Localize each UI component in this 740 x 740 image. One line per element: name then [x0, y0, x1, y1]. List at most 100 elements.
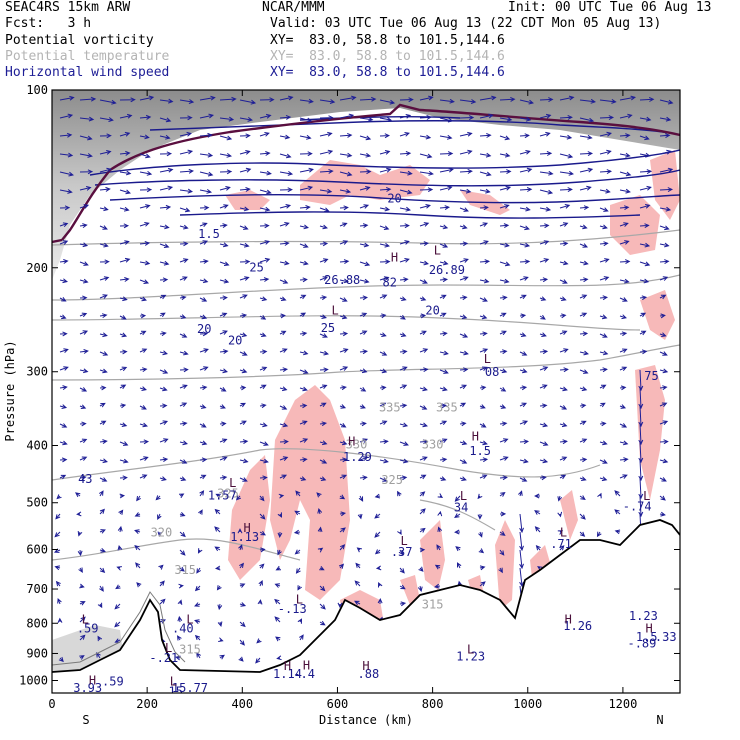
wind-arrow: [437, 526, 443, 533]
wind-arrow: [179, 149, 194, 155]
wind-arrow: [356, 547, 362, 553]
pv-label: 1.26: [563, 619, 592, 633]
wind-arrow: [219, 223, 228, 229]
wind-arrow: [54, 565, 61, 571]
wind-arrow: [299, 386, 308, 392]
wind-arrow: [579, 369, 589, 374]
wind-arrow: [534, 526, 541, 533]
wind-arrow: [359, 295, 369, 301]
wind-arrow: [219, 456, 228, 461]
wind-arrow: [359, 475, 368, 481]
wind-arrow: [639, 349, 648, 355]
wind-arrow: [639, 242, 651, 248]
wind-arrow: [399, 97, 414, 103]
wind-arrow: [76, 511, 82, 517]
wind-arrow: [294, 549, 301, 555]
wind-arrow: [459, 258, 469, 263]
wind-arrow: [614, 529, 621, 535]
wind-arrow: [159, 185, 174, 191]
wind-arrow: [277, 512, 283, 518]
wind-arrow: [499, 135, 511, 141]
wind-arrow: [619, 278, 630, 284]
wind-arrow: [399, 458, 409, 464]
wind-arrow: [319, 295, 328, 301]
wind-arrow: [279, 474, 288, 480]
wind-arrow: [219, 475, 228, 481]
wind-arrow: [199, 440, 208, 446]
pv-label: 1.57: [208, 489, 237, 503]
wind-arrow: [179, 384, 188, 390]
wind-arrow: [519, 167, 533, 173]
wind-arrow: [399, 422, 409, 428]
wind-arrow: [419, 241, 429, 247]
wind-arrow: [379, 402, 387, 408]
wind-arrow: [317, 508, 323, 515]
wind-arrow: [139, 386, 147, 391]
wind-arrow: [579, 243, 589, 248]
wind-arrow: [159, 598, 166, 605]
wind-arrow: [439, 117, 454, 123]
wind-arrow: [399, 223, 410, 229]
wind-arrow: [218, 637, 224, 642]
wind-arrow: [638, 495, 644, 518]
wind-arrow: [579, 420, 587, 426]
pv-label: .33: [655, 630, 677, 644]
wind-arrow: [197, 548, 203, 554]
y-axis: 100 200 300 400 500 600 700 800 900 1000: [19, 83, 680, 687]
wind-arrow: [139, 204, 151, 209]
wind-arrow: [518, 490, 523, 497]
wind-arrow: [359, 368, 368, 374]
y-tick-label: 100: [26, 83, 48, 97]
wind-arrow: [519, 150, 531, 155]
wind-arrow: [139, 153, 151, 159]
wind-arrow: [59, 474, 67, 480]
wind-arrow: [255, 657, 261, 664]
wind-arrow: [619, 222, 629, 227]
wind-arrow: [539, 223, 550, 229]
wind-arrow: [638, 405, 644, 428]
wind-arrow: [199, 152, 214, 158]
wind-arrow: [337, 602, 343, 609]
wind-arrow: [379, 351, 388, 356]
x-tick-label: 800: [422, 697, 444, 711]
wind-arrow: [239, 420, 247, 426]
wind-arrow: [479, 278, 490, 284]
wind-arrow: [419, 153, 433, 159]
wind-arrow: [159, 331, 167, 337]
wind-arrow: [379, 477, 388, 482]
wind-arrow: [579, 457, 588, 463]
wind-arrow: [419, 279, 428, 284]
wind-arrow: [119, 277, 130, 282]
wind-arrow: [659, 495, 666, 501]
wind-arrow: [659, 313, 666, 319]
wind-arrow: [379, 439, 389, 445]
wind-arrow: [99, 294, 108, 299]
wind-arrow: [99, 242, 109, 248]
wind-arrow: [279, 222, 290, 227]
wind-arrow: [519, 332, 527, 337]
wind-arrow: [539, 366, 549, 371]
wind-arrow: [519, 99, 534, 105]
y-tick-label: 600: [26, 542, 48, 556]
wind-arrow: [194, 602, 201, 607]
wind-arrow: [619, 240, 630, 245]
wind-arrow: [399, 240, 410, 245]
wind-arrow: [439, 205, 451, 211]
pv-label: 1.14: [273, 667, 302, 681]
wind-arrow: [519, 313, 527, 319]
wind-arrow: [559, 204, 571, 209]
wind-arrow: [579, 205, 590, 211]
wind-arrow: [379, 458, 389, 464]
wind-arrow: [459, 99, 477, 104]
wind-arrow: [79, 242, 89, 248]
wind-arrow: [139, 114, 152, 120]
wind-arrow: [499, 438, 509, 443]
wind-arrow: [55, 513, 61, 520]
pv-label: -.13: [278, 602, 307, 616]
wind-arrow: [579, 151, 594, 157]
wind-arrow: [159, 457, 169, 463]
wind-arrow: [316, 492, 322, 498]
wind-arrow: [579, 403, 587, 409]
wind-arrow: [319, 131, 333, 137]
field-pv-xy: XY= 83.0, 58.8 to 101.5,144.6: [270, 33, 505, 48]
